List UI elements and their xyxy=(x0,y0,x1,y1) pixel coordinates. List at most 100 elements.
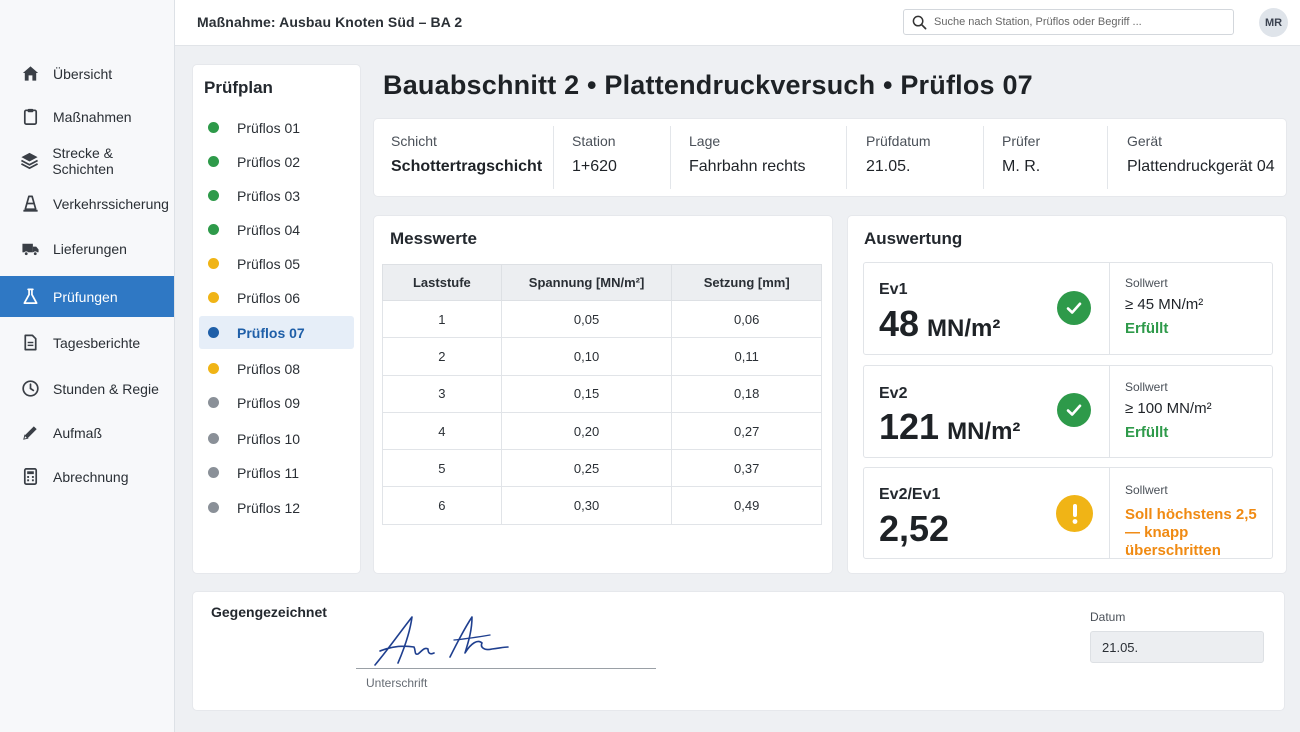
pruefplan-item[interactable]: Prüflos 01 xyxy=(199,111,354,144)
divider xyxy=(846,126,847,189)
pruefplan-item[interactable]: Prüflos 03 xyxy=(199,179,354,212)
divider xyxy=(670,126,671,189)
sidebar-item-prüfungen[interactable]: Prüfungen xyxy=(0,276,174,317)
status-text: Erfüllt xyxy=(1125,320,1169,337)
pruefplan-item[interactable]: Prüflos 02 xyxy=(199,145,354,178)
info-label: Prüfdatum xyxy=(866,133,931,149)
pruefplan-item-label: Prüflos 02 xyxy=(237,153,301,170)
pruefplan-item[interactable]: Prüflos 11 xyxy=(199,456,354,489)
sidebar-item-stunden-regie[interactable]: Stunden & Regie xyxy=(0,368,174,409)
check-icon xyxy=(1057,291,1091,325)
pruefplan-item[interactable]: Prüflos 05 xyxy=(199,247,354,280)
status-dot-icon xyxy=(208,433,219,444)
table-cell: 0,11 xyxy=(671,337,822,376)
table-cell: 3 xyxy=(382,374,502,413)
info-label: Prüfer xyxy=(1002,133,1041,149)
status-dot-icon xyxy=(208,190,219,201)
table-row: 2 0,10 0,11 xyxy=(382,337,822,376)
messwerte-panel: Messwerte Laststufe Spannung [MN/m²] Set… xyxy=(374,216,832,573)
sidebar-item-lieferungen[interactable]: Lieferungen xyxy=(0,228,174,269)
table-cell: 4 xyxy=(382,411,502,451)
table-row: 6 0,30 0,49 xyxy=(382,486,822,525)
info-label: Schicht xyxy=(391,133,437,149)
sidebar-item-tagesberichte[interactable]: Tagesberichte xyxy=(0,322,174,363)
column-header: Laststufe xyxy=(382,264,502,301)
sidebar-item-label: Verkehrssicherung xyxy=(53,195,169,212)
info-label: Station xyxy=(572,133,616,149)
table-cell: 0,06 xyxy=(671,299,822,339)
flask-icon xyxy=(20,287,40,307)
result-number: 48 xyxy=(879,303,920,344)
table-cell: 0,18 xyxy=(671,374,822,413)
pruefplan-item[interactable]: Prüflos 04 xyxy=(199,213,354,246)
divider xyxy=(1107,126,1108,189)
sidebar-item-abrechnung[interactable]: Abrechnung xyxy=(0,456,174,497)
divider xyxy=(1109,366,1110,457)
sidebar-item-maßnahmen[interactable]: Maßnahmen xyxy=(0,96,174,137)
warning-icon xyxy=(1056,495,1093,532)
table-row: 3 0,15 0,18 xyxy=(382,374,822,413)
status-dot-icon xyxy=(208,156,219,167)
status-dot-icon xyxy=(208,327,219,338)
pruefplan-item[interactable]: Prüflos 08 xyxy=(199,352,354,385)
info-value: 1+620 xyxy=(572,158,617,175)
sidebar-item-übersicht[interactable]: Übersicht xyxy=(0,53,174,94)
project-title: Maßnahme: Ausbau Knoten Süd – BA 2 xyxy=(197,14,463,30)
status-text: Erfüllt xyxy=(1125,424,1169,441)
table-cell: 0,37 xyxy=(671,449,822,488)
table-cell: 0,05 xyxy=(500,299,673,339)
pruefplan-panel: Prüfplan Prüflos 01 Prüflos 02 Prüflos 03 P… xyxy=(193,65,360,573)
pruefplan-item[interactable]: Prüflos 12 xyxy=(199,491,354,524)
sidebar-item-verkehrssicherung[interactable]: Verkehrssicherung xyxy=(0,183,174,224)
auswertung-title: Auswertung xyxy=(864,229,963,248)
sidebar-item-label: Maßnahmen xyxy=(53,108,132,125)
sidebar-item-label: Prüfungen xyxy=(53,288,118,305)
pruefplan-item-label: Prüflos 12 xyxy=(237,499,301,516)
sidebar-item-strecke-schichten[interactable]: Strecke & Schichten xyxy=(0,140,174,181)
pruefplan-item-label: Prüflos 04 xyxy=(237,221,301,238)
traffic-cone-icon xyxy=(20,194,40,214)
divider xyxy=(983,126,984,189)
soll-label: Sollwert xyxy=(1125,276,1168,290)
column-header: Spannung [MN/m²] xyxy=(500,264,673,301)
result-ev2: Ev2 121 MN/m² Sollwert ≥ 100 MN/m² Erfüll… xyxy=(863,365,1273,458)
result-key: Ev2 xyxy=(879,385,908,402)
result-key: Ev1 xyxy=(879,281,908,298)
sidebar-item-label: Tagesberichte xyxy=(53,334,141,351)
status-dot-icon xyxy=(208,502,219,513)
info-value: Schottertragschicht xyxy=(391,158,543,175)
search-box[interactable] xyxy=(903,9,1234,35)
test-info-strip: Schicht Schottertragschicht Station 1+62… xyxy=(374,119,1286,196)
pruefplan-item-label: Prüflos 09 xyxy=(237,394,301,411)
status-dot-icon xyxy=(208,467,219,478)
sidebar-item-aufmaß[interactable]: Aufmaß xyxy=(0,412,174,453)
status-dot-icon xyxy=(208,122,219,133)
soll-label: Sollwert xyxy=(1125,483,1168,497)
soll-value: ≥ 45 MN/m² xyxy=(1125,296,1204,313)
auswertung-panel: Auswertung Ev1 48 MN/m² Sollwert ≥ 45 MN/… xyxy=(848,216,1286,573)
pruefplan-item-label: Prüflos 08 xyxy=(237,360,301,377)
pruefplan-title: Prüfplan xyxy=(204,78,273,97)
table-cell: 0,30 xyxy=(500,486,673,525)
signature-title: Gegengezeichnet xyxy=(211,604,327,620)
date-field[interactable]: 21.05. xyxy=(1090,631,1264,663)
ruler-pencil-icon xyxy=(20,423,40,443)
search-input[interactable] xyxy=(934,16,1224,28)
pruefplan-item[interactable]: Prüflos 07 xyxy=(199,316,354,349)
search-icon xyxy=(904,15,934,30)
pruefplan-item[interactable]: Prüflos 06 xyxy=(199,281,354,314)
pruefplan-item[interactable]: Prüflos 09 xyxy=(199,386,354,419)
result-value: 121 MN/m² xyxy=(879,406,1020,448)
signature-line xyxy=(356,668,656,669)
info-label: Gerät xyxy=(1127,133,1163,149)
result-value: 2,52 xyxy=(879,508,950,549)
pruefplan-item[interactable]: Prüflos 10 xyxy=(199,422,354,455)
document-icon xyxy=(20,333,40,353)
table-row: 1 0,05 0,06 xyxy=(382,299,822,339)
pruefplan-item-label: Prüflos 06 xyxy=(237,289,301,306)
user-avatar[interactable]: MR xyxy=(1259,8,1288,37)
sidebar-item-label: Strecke & Schichten xyxy=(52,144,114,177)
clock-icon xyxy=(20,379,40,399)
sidebar-item-label: Aufmaß xyxy=(53,424,103,441)
signature-panel: Gegengezeichnet Unterschrift Datum 21.05… xyxy=(193,592,1284,710)
